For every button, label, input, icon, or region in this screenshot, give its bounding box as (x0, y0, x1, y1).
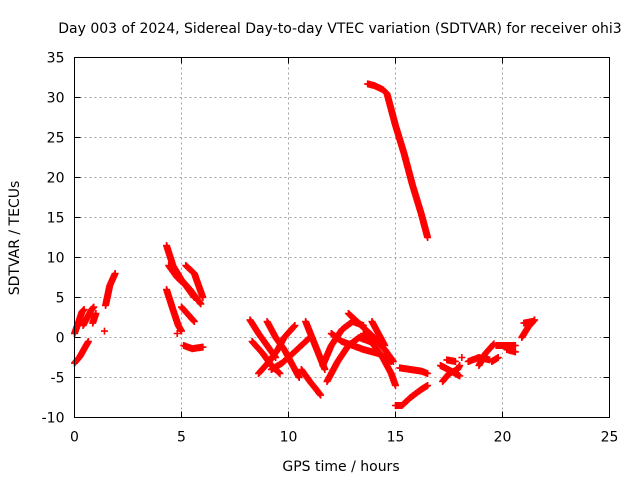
x-axis-label: GPS time / hours (282, 459, 399, 475)
data-point (92, 310, 100, 317)
y-axis-label: SDTVAR / TECUs (7, 181, 23, 296)
track-t13 (173, 330, 181, 337)
data-point (456, 362, 464, 369)
y-tick-label: 15 (47, 211, 65, 227)
data-point (90, 303, 98, 311)
track-t24 (344, 310, 397, 365)
data-point (199, 343, 207, 351)
track-t40 (458, 354, 466, 361)
track-t02 (71, 306, 88, 337)
track-t10 (182, 262, 207, 301)
plot-frame (74, 57, 610, 418)
y-tick-label: 35 (47, 51, 65, 67)
axis-ticks: 0 5 10 15 20 25 -10 -5 0 5 10 15 20 25 30 35 (42, 51, 619, 446)
y-tick-label: -10 (42, 411, 65, 427)
track-t31 (436, 362, 464, 380)
x-tick-label: 15 (387, 430, 405, 446)
y-tick-label: -5 (51, 371, 65, 387)
data-point (458, 354, 466, 361)
data-point (173, 330, 181, 337)
data-point (178, 327, 185, 335)
data-point (392, 382, 399, 389)
chart-title: Day 003 of 2024, Sidereal Day-to-day VTE… (58, 21, 621, 37)
data-point (80, 306, 88, 313)
data-point (276, 370, 284, 377)
y-tick-label: 5 (56, 291, 65, 307)
track-t39 (520, 318, 536, 327)
data-point (190, 294, 198, 301)
track-t20 (297, 366, 325, 399)
track-t36 (492, 342, 519, 349)
data-point (451, 358, 459, 365)
track-t04 (89, 310, 100, 327)
track-t37 (503, 346, 519, 356)
data-point (424, 234, 432, 241)
y-tick-label: 25 (47, 131, 65, 147)
track-t05 (102, 270, 119, 309)
data-point (511, 342, 519, 349)
data-point (317, 391, 325, 399)
track-t29 (364, 80, 432, 241)
y-tick-label: 10 (47, 251, 65, 267)
data-point (190, 318, 198, 325)
grid-lines (74, 57, 610, 418)
track-t32 (443, 356, 459, 365)
x-tick-label: 0 (70, 430, 79, 446)
data-point (295, 374, 303, 381)
y-tick-label: 20 (47, 171, 65, 187)
track-t25 (359, 330, 399, 389)
y-tick-label: 0 (56, 331, 65, 347)
track-t11 (178, 303, 198, 325)
track-t03 (79, 303, 98, 329)
track-t06 (100, 327, 108, 335)
data-point (381, 342, 389, 349)
track-t08 (163, 286, 185, 335)
track-t35 (488, 354, 502, 365)
data-point (100, 327, 108, 335)
data-point (111, 270, 119, 277)
track-t26 (368, 318, 389, 349)
data-point (321, 366, 329, 373)
data-point (494, 354, 502, 361)
track-t16 (255, 322, 299, 377)
track-t28 (396, 364, 432, 377)
data-point (199, 294, 207, 301)
track-t34 (475, 340, 498, 369)
x-tick-label: 5 (177, 430, 186, 446)
data-points (71, 80, 539, 409)
data-point (456, 372, 464, 380)
data-point (84, 338, 92, 345)
data-point (511, 348, 519, 356)
data-point (528, 318, 536, 325)
x-tick-label: 20 (494, 430, 512, 446)
track-t12 (180, 342, 207, 353)
data-point (197, 300, 205, 308)
x-tick-label: 10 (280, 430, 298, 446)
data-point (389, 358, 397, 365)
track-t09 (165, 262, 198, 301)
data-point (291, 322, 299, 329)
data-point (424, 382, 432, 389)
y-tick-label: 30 (47, 91, 65, 107)
track-t27 (392, 382, 432, 409)
x-tick-label: 25 (601, 430, 619, 446)
data-point (424, 370, 432, 377)
